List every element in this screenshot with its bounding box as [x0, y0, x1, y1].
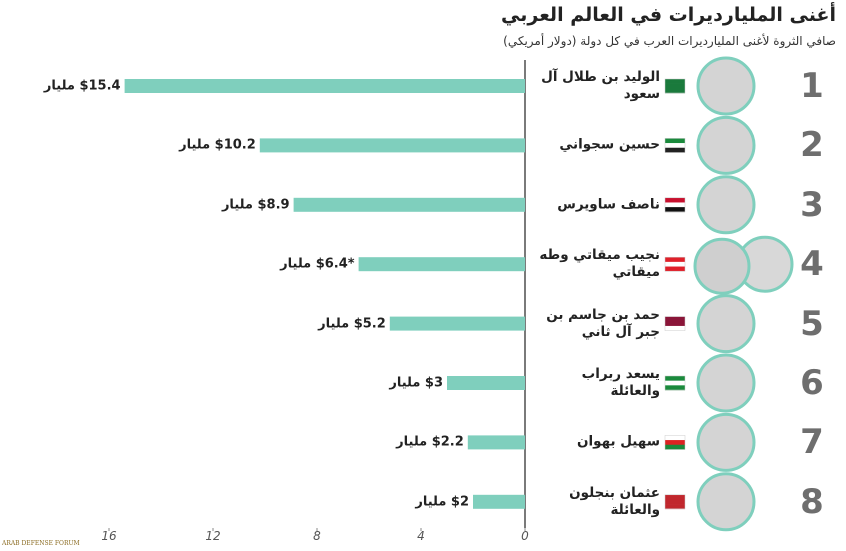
flag-border — [664, 435, 686, 450]
rank-label: 6 — [800, 363, 824, 403]
category-label: حسين سجواني — [559, 136, 660, 153]
flag — [665, 325, 685, 331]
bar — [358, 257, 525, 272]
x-tick-label: 16 — [101, 529, 117, 543]
watermark: ARAB DEFENSE FORUM — [2, 540, 80, 547]
flag-border — [664, 256, 686, 272]
bar — [259, 138, 525, 153]
data-label: $2.2 مليار — [396, 434, 464, 450]
flag — [665, 83, 685, 89]
rank-label: 3 — [800, 184, 824, 225]
flag-border — [664, 316, 686, 331]
flag — [665, 88, 685, 94]
category-label: نجيب ميقاتي وطه ميقاتي — [539, 247, 660, 281]
flag-border — [664, 78, 686, 94]
bar — [293, 197, 525, 212]
flag — [665, 261, 685, 267]
bar — [389, 316, 525, 331]
data-label: $3 مليار — [389, 375, 443, 391]
rank-label: 1 — [800, 66, 824, 106]
photo — [696, 412, 756, 472]
photo — [696, 353, 756, 413]
flag-border — [664, 138, 686, 153]
flag — [665, 499, 685, 505]
flag — [665, 380, 685, 386]
data-label: $5.2 مليار — [318, 316, 386, 332]
category-label: يسعد ربراب والعائلة — [581, 366, 660, 399]
category-label: الوليد بن طلال آل سعود — [541, 69, 660, 102]
photo — [696, 175, 756, 235]
bar — [124, 79, 525, 93]
rank-label: 8 — [800, 481, 824, 522]
flag — [665, 202, 685, 208]
category-label: حمد بن جاسم بن جبر آل ثاني — [546, 306, 660, 340]
bar — [473, 494, 525, 509]
flag — [665, 321, 685, 327]
data-label: *$6.4 مليار — [280, 256, 355, 272]
photo — [696, 294, 756, 354]
flag — [665, 494, 685, 500]
flag — [665, 257, 685, 263]
chart-subtitle: صافي الثروة لأغنى المليارديرات العرب في … — [503, 34, 836, 48]
photo — [696, 115, 756, 175]
rank-label: 5 — [800, 303, 824, 344]
rank-label: 4 — [800, 244, 824, 285]
flag — [665, 376, 685, 381]
flag — [665, 266, 685, 272]
flag — [665, 440, 685, 446]
x-tick-label: 4 — [417, 529, 425, 543]
flag — [665, 143, 685, 149]
bar — [467, 435, 525, 450]
flag — [665, 444, 685, 450]
category-label: سهيل بهوان — [576, 433, 660, 450]
rank-label: 7 — [800, 422, 824, 463]
photo — [696, 472, 756, 532]
x-tick-label: 0 — [521, 529, 529, 543]
flag — [665, 207, 685, 213]
photo — [693, 237, 751, 295]
x-tick-label: 8 — [313, 529, 321, 543]
chart-title: أغنى المليارديرات في العالم العربي — [501, 4, 836, 26]
flag-border — [664, 494, 686, 510]
flag — [665, 385, 685, 391]
rank-label: 2 — [800, 125, 824, 166]
flag — [665, 79, 685, 84]
data-label: $8.9 مليار — [221, 197, 290, 213]
flag — [665, 316, 685, 322]
flag-border — [664, 375, 686, 391]
flag — [665, 435, 685, 441]
x-tick-label: 12 — [205, 529, 220, 543]
data-label: $10.2 مليار — [179, 137, 256, 153]
flag — [665, 138, 685, 144]
photo — [696, 56, 756, 116]
data-label: $2 مليار — [415, 494, 469, 510]
flag — [665, 197, 685, 203]
data-label: $15.4 مليار — [43, 78, 121, 94]
flag — [665, 504, 685, 510]
flag-border — [664, 197, 686, 213]
flag — [665, 147, 685, 153]
category-label: عثمان بنجلون والعائلة — [569, 484, 660, 518]
bar — [447, 376, 525, 390]
category-label: ناصف ساويرس — [557, 196, 660, 213]
